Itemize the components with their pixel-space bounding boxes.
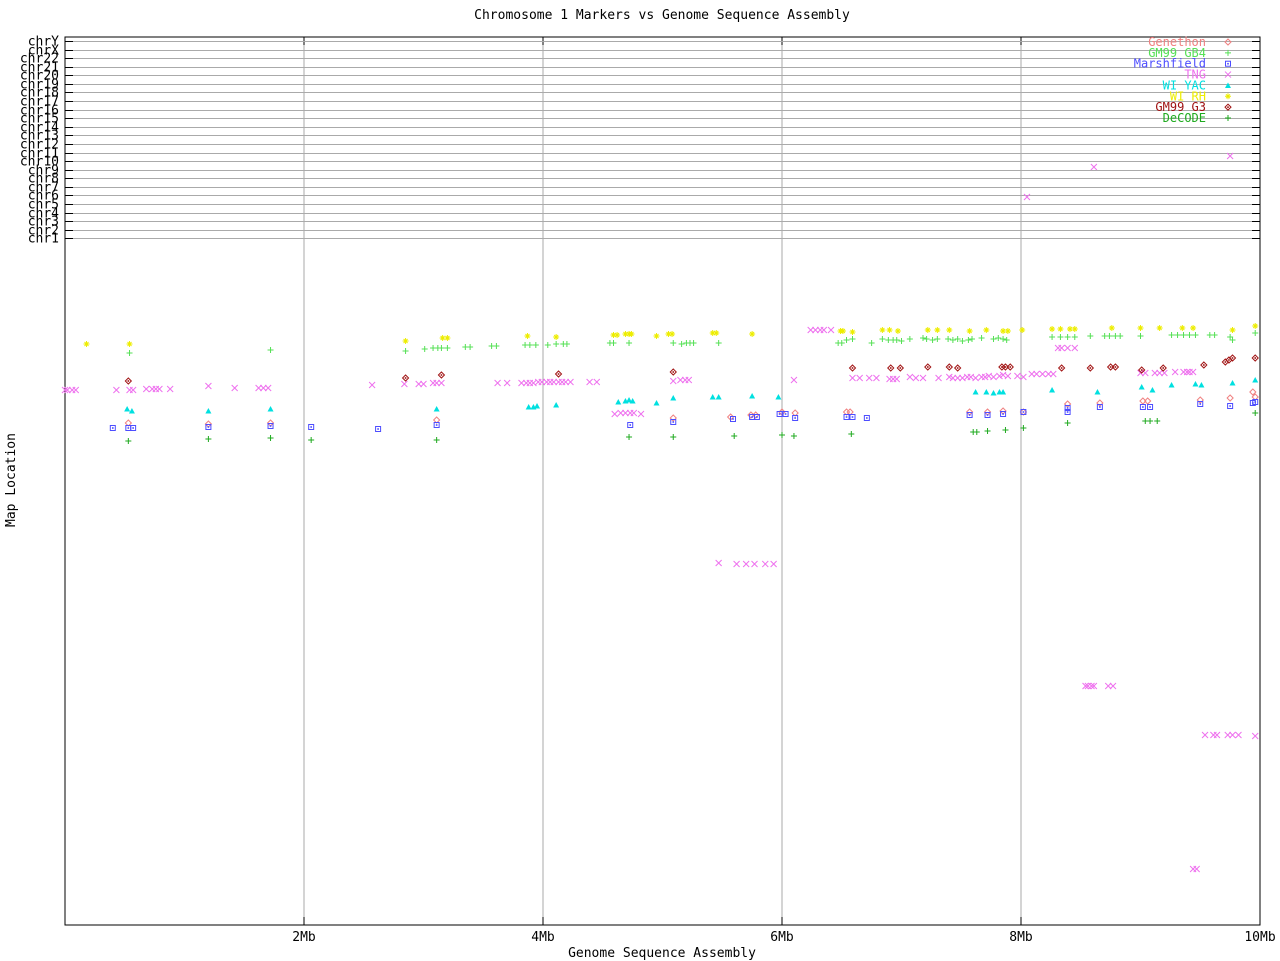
chromosome-label: chr2 [28,224,59,239]
legend-label-gm99-gb4: GM99 GB4 [1148,46,1206,60]
chromosome-labels: chrYchrXchr22chr21chr20chr19chr18chr17ch… [20,35,59,247]
chromosome-label: chr8 [28,172,59,187]
legend-marker-triangle-filled-icon [1225,82,1231,88]
legend-marker-diamond-open-icon [1224,38,1232,46]
chromosome-label: chr9 [28,164,59,179]
chromosome-label: chr6 [28,189,59,204]
chromosome-label: chr7 [28,181,59,196]
x-tick-label: 2Mb [292,930,316,945]
chromosome-label: chrX [28,44,59,59]
legend-marker-square-open-dot-icon [1225,60,1231,67]
chromosome-label: chr11 [20,147,59,162]
chromosome-label: chr5 [28,198,59,213]
x-tick-label: 4Mb [531,930,555,945]
series-gm99-g3 [124,354,1259,385]
chromosome-label: chr15 [20,112,59,127]
x-axis-label: Genome Sequence Assembly [568,946,756,961]
series-marshfield [109,399,1259,432]
x-tick-label: 10Mb [1244,930,1275,945]
chromosome-label: chr12 [20,138,59,153]
x-tick-label: 6Mb [770,930,794,945]
chromosome-label: chr1 [28,232,59,247]
legend-label-wi-yac: WI YAC [1163,78,1206,92]
x-tick-labels: 2Mb 4Mb 6Mb 8Mb 10Mb [292,930,1276,945]
legend-label-genethon: Genethon [1148,35,1206,49]
chromosome-label: chr18 [20,86,59,101]
legend-label-decode: DeCODE [1163,111,1206,125]
series-tng [61,152,1259,873]
chromosome-label: chr19 [20,78,59,93]
legend-label-tng: TNG [1184,68,1206,82]
series-wi-yac [124,377,1259,414]
chromosome-label: chr21 [20,61,59,76]
chromosome-gridlines [65,41,1260,239]
chromosome-label: chr13 [20,129,59,144]
chromosome-label: chrY [28,35,59,50]
legend-marker-plus-icon [1225,115,1231,122]
x-gridlines [303,37,1022,925]
chromosome-label: chr17 [20,95,59,110]
chromosome-label: chr22 [20,52,59,67]
chromosome-label: chr3 [28,215,59,230]
legend-marker-plus-icon [1225,49,1231,56]
chromosome-label: chr14 [20,121,59,136]
chromosome-label: chr10 [20,155,59,170]
chromosome-label: chr4 [28,207,59,222]
chart-title: Chromosome 1 Markers vs Genome Sequence … [474,8,850,23]
series-gm99-gb4 [126,330,1259,356]
legend-marker-cross-icon [1224,71,1232,78]
legend-label-marshfield: Marshfield [1134,57,1206,71]
series-genethon [124,388,1259,428]
plot-border [64,36,1261,926]
legend-label-wi-rh: WI RH [1170,89,1206,103]
legend-marker-star-icon [1225,93,1231,100]
legend-marker-diamond-dot-icon [1224,103,1232,111]
series-decode [125,410,1259,444]
legend-label-gm99-g3: GM99 G3 [1155,100,1206,114]
chromosome-label: chr16 [20,104,59,119]
series-wi-rh [83,323,1259,347]
x-tick-label: 8Mb [1009,930,1033,945]
chromosome-label: chr20 [20,69,59,84]
